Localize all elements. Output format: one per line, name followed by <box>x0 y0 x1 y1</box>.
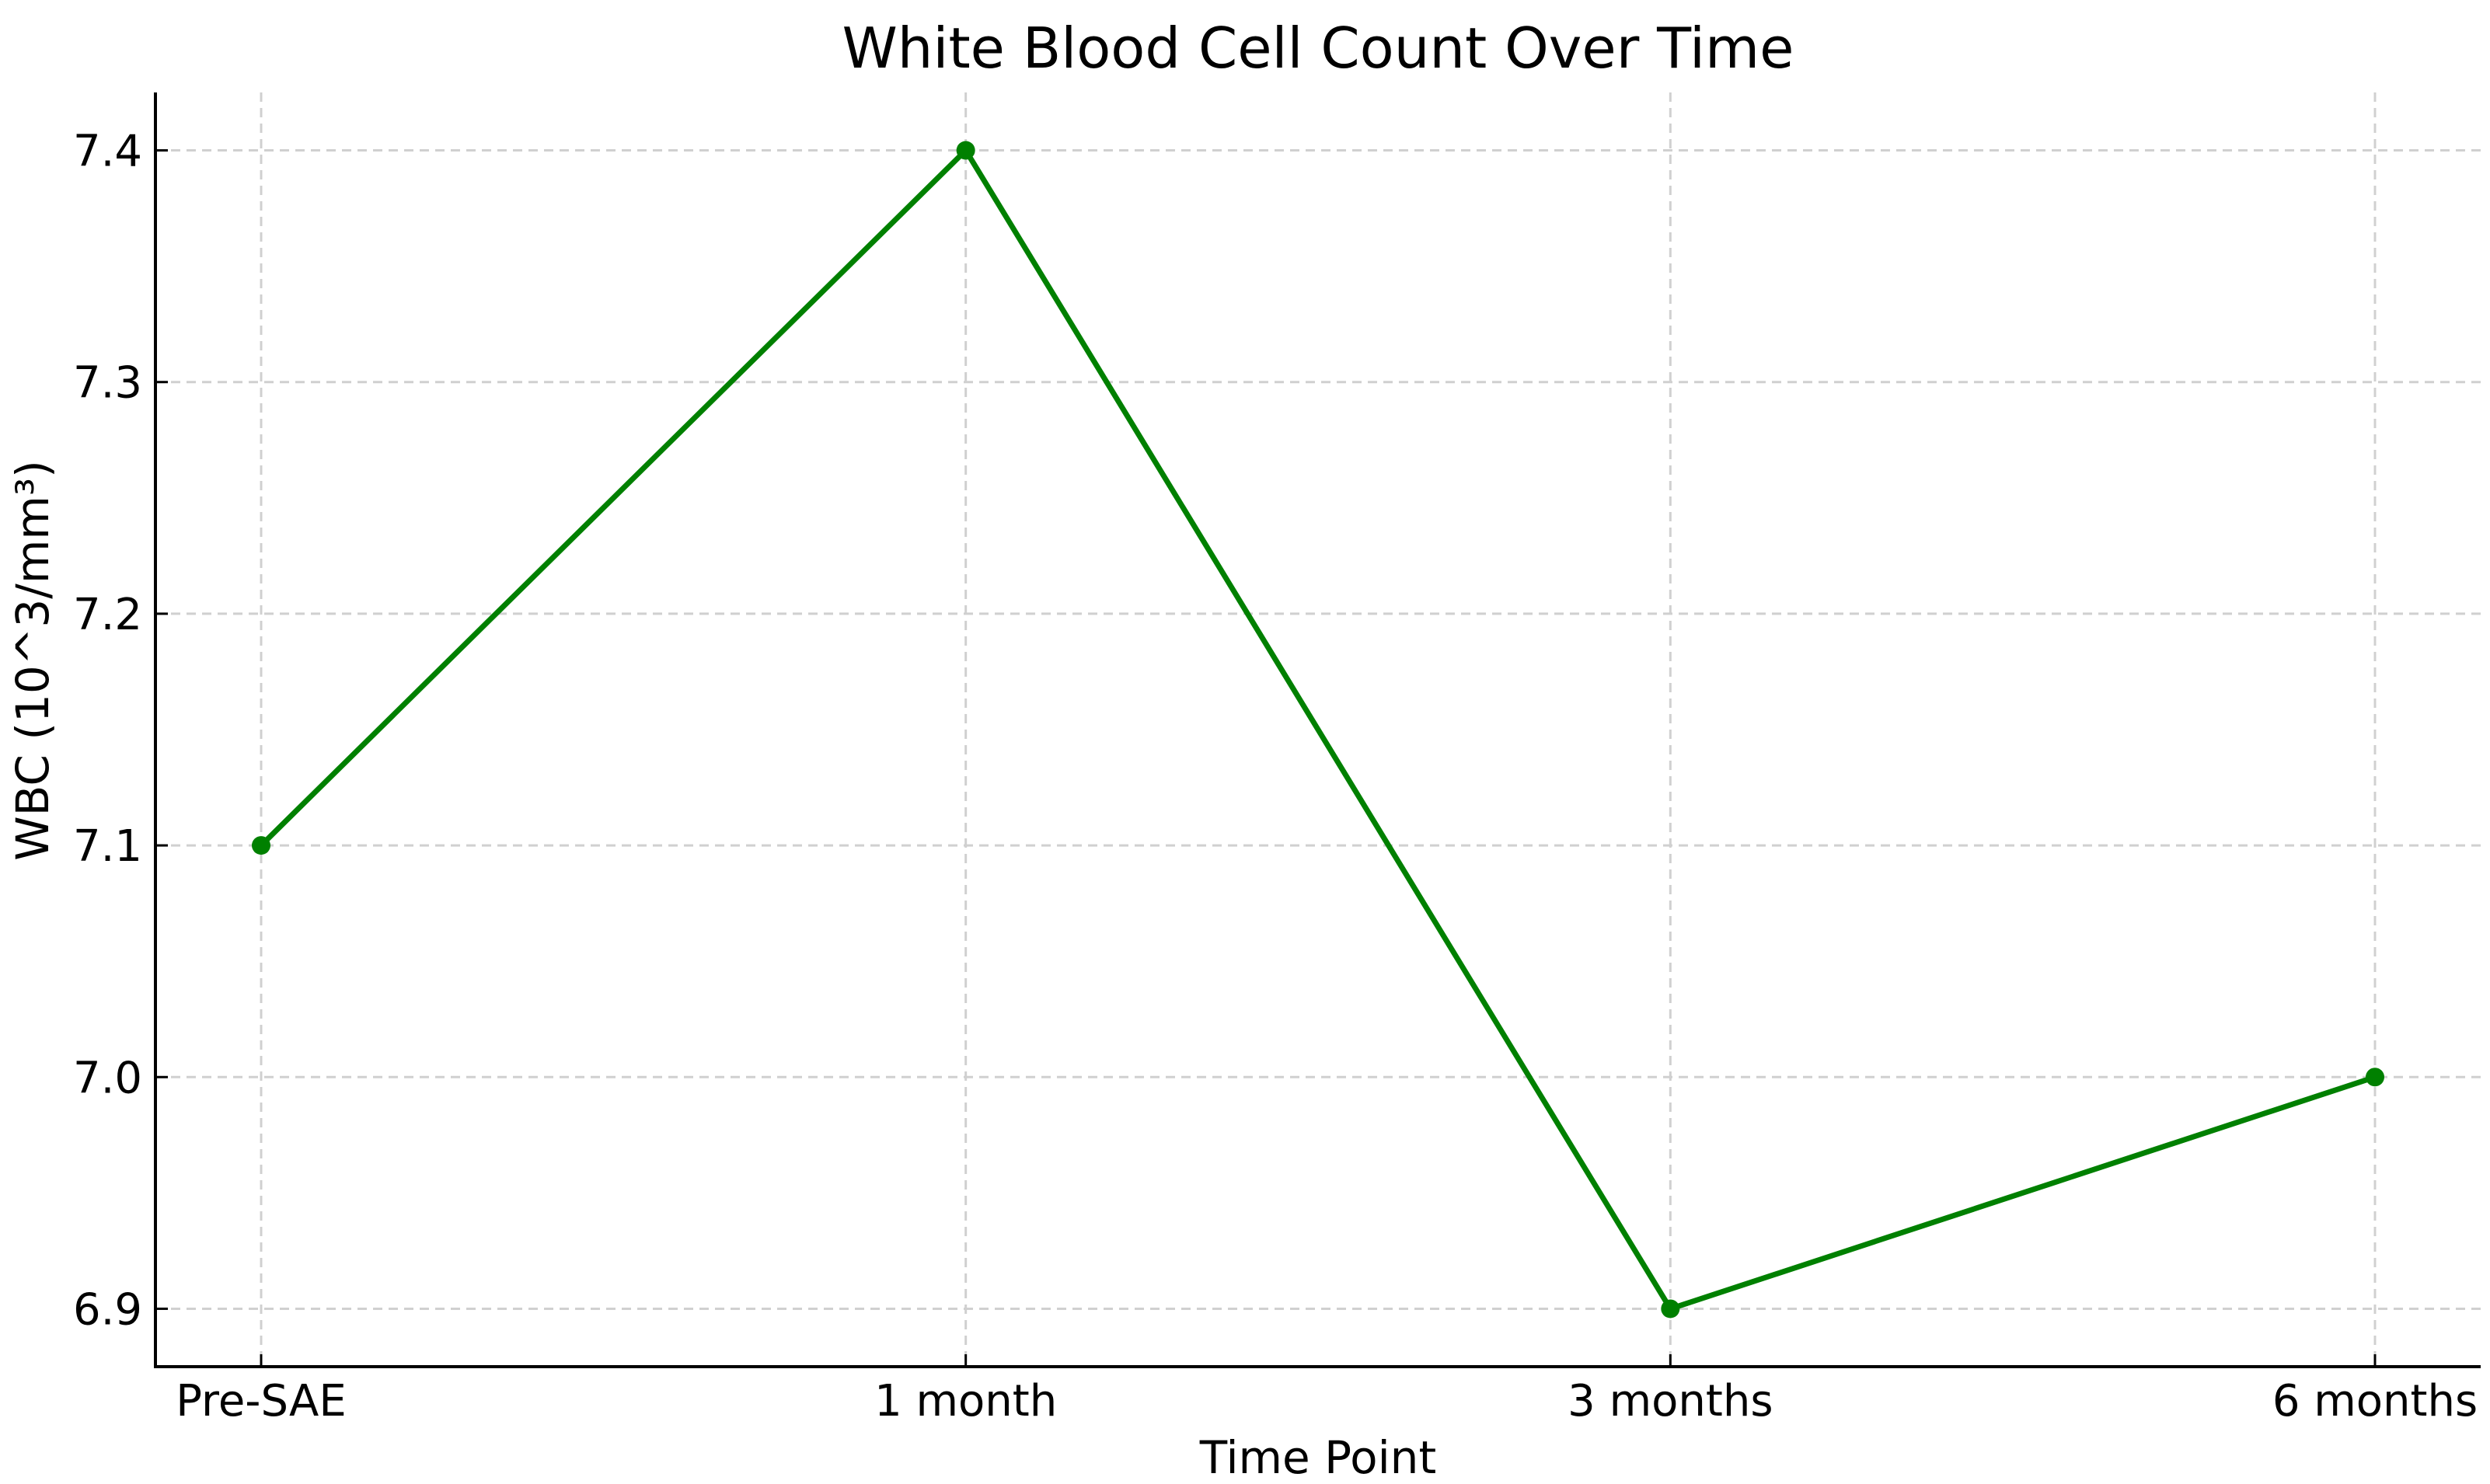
data-point <box>1661 1299 1680 1319</box>
x-tick-label: 1 month <box>874 1376 1057 1427</box>
y-tick-label: 7.0 <box>73 1053 142 1103</box>
data-line <box>258 148 2378 1312</box>
x-tick-label: Pre-SAE <box>176 1376 347 1427</box>
chart-title: White Blood Cell Count Over Time <box>842 16 1794 81</box>
y-tick-label: 7.1 <box>73 821 142 872</box>
data-point <box>956 141 975 160</box>
y-tick-label: 6.9 <box>73 1284 142 1335</box>
x-axis-label: Time Point <box>1199 1431 1437 1484</box>
y-tick-label: 7.4 <box>73 127 142 177</box>
data-point <box>252 836 270 855</box>
y-tick-label: 7.3 <box>73 358 142 409</box>
x-tick-label: 6 months <box>2272 1376 2478 1427</box>
x-tick-label: 3 months <box>1568 1376 1773 1427</box>
data-point <box>2366 1068 2384 1087</box>
y-tick-label: 7.2 <box>73 590 142 640</box>
